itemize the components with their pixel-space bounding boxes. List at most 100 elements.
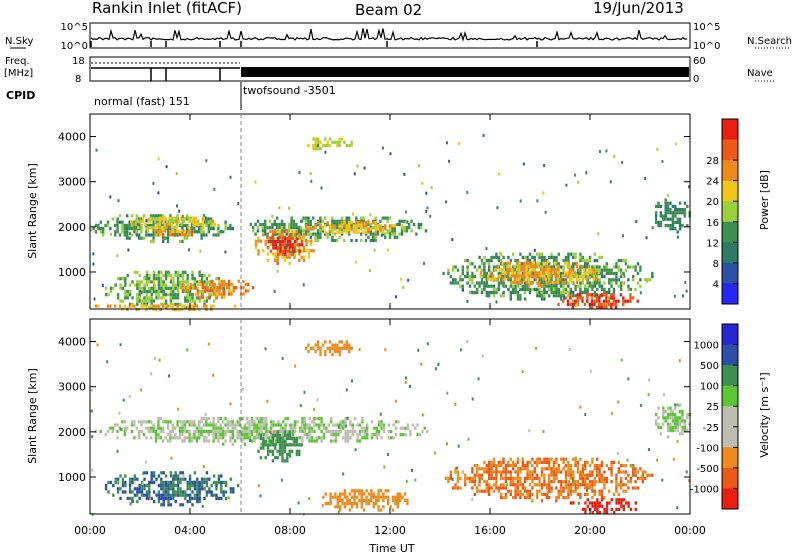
data-cell — [126, 233, 129, 237]
data-cell — [169, 289, 173, 294]
data-cell — [291, 426, 294, 430]
data-cell — [598, 302, 601, 306]
data-cell — [114, 283, 117, 287]
data-speck — [383, 465, 386, 469]
data-cell — [181, 490, 185, 494]
data-cell — [348, 502, 351, 506]
data-cell — [308, 436, 311, 440]
data-cell — [393, 226, 396, 230]
data-cell — [197, 222, 200, 227]
data-cell — [331, 216, 334, 220]
data-cell — [196, 289, 200, 293]
data-cell — [651, 271, 654, 275]
colorbar-tick-label: 25 — [706, 402, 719, 413]
data-cell — [188, 487, 192, 491]
data-cell — [191, 283, 194, 287]
data-cell — [246, 417, 249, 421]
data-cell — [160, 496, 163, 500]
data-cell — [374, 230, 377, 234]
data-cell — [624, 476, 628, 480]
data-cell — [215, 292, 219, 296]
data-cell — [288, 222, 291, 227]
data-cell — [348, 224, 351, 228]
data-speck — [622, 234, 624, 238]
data-cell — [571, 271, 574, 275]
data-cell — [523, 274, 526, 278]
data-cell — [200, 433, 203, 437]
data-speck — [373, 248, 376, 252]
data-cell — [217, 496, 221, 500]
colorbar-swatch — [722, 385, 738, 407]
data-cell — [552, 464, 556, 468]
data-cell — [501, 261, 504, 265]
data-cell — [327, 502, 330, 506]
data-cell — [145, 471, 149, 475]
data-cell — [557, 262, 560, 266]
data-cell — [596, 511, 599, 515]
data-cell — [500, 483, 503, 487]
data-cell — [307, 229, 310, 233]
data-cell — [140, 487, 144, 491]
data-cell — [276, 226, 279, 230]
data-cell — [140, 493, 144, 497]
data-speck — [676, 439, 679, 443]
data-cell — [328, 137, 332, 141]
data-cell — [131, 490, 134, 494]
data-cell — [194, 292, 197, 296]
data-cell — [264, 440, 267, 444]
data-cell — [528, 492, 532, 496]
data-cell — [669, 406, 672, 410]
data-cell — [152, 490, 156, 494]
data-cell — [176, 420, 179, 424]
data-cell — [400, 219, 404, 223]
data-cell — [603, 496, 606, 500]
data-cell — [138, 283, 141, 287]
data-cell — [509, 489, 512, 493]
data-cell — [345, 230, 349, 234]
data-cell — [152, 423, 155, 427]
data-cell — [254, 239, 258, 243]
data-cell — [671, 204, 675, 208]
data-cell — [201, 295, 204, 299]
data-speck — [209, 421, 212, 425]
data-cell — [537, 261, 540, 265]
data-cell — [271, 452, 275, 457]
data-cell — [303, 423, 306, 427]
data-speck — [337, 425, 340, 429]
data-cell — [596, 504, 599, 508]
data-speck — [651, 226, 654, 230]
data-cell — [183, 426, 186, 430]
data-cell — [294, 426, 297, 430]
data-cell — [314, 235, 317, 239]
data-speck — [117, 481, 120, 485]
data-cell — [600, 496, 604, 500]
data-cell — [500, 281, 503, 285]
data-cell — [674, 204, 677, 208]
data-cell — [217, 277, 221, 281]
y-tick-label: 4000 — [58, 131, 86, 144]
data-cell — [538, 294, 541, 298]
data-cell — [610, 464, 613, 468]
data-cell — [284, 252, 287, 256]
data-cell — [191, 286, 194, 290]
data-cell — [524, 496, 527, 500]
data-cell — [239, 292, 243, 296]
data-cell — [190, 436, 194, 440]
data-cell — [182, 216, 186, 220]
data-cell — [217, 480, 221, 484]
data-cell — [461, 265, 464, 269]
data-cell — [370, 498, 373, 502]
colorbar-swatch — [722, 201, 738, 223]
data-cell — [502, 265, 505, 269]
data-cell — [564, 486, 568, 490]
data-cell — [304, 216, 308, 220]
data-cell — [286, 240, 289, 244]
data-cell — [231, 429, 234, 433]
data-cell — [302, 255, 306, 259]
data-cell — [162, 471, 165, 475]
data-cell — [336, 349, 339, 354]
data-cell — [281, 459, 284, 463]
data-speck — [363, 166, 366, 170]
data-cell — [272, 236, 275, 240]
data-speck — [621, 281, 624, 285]
